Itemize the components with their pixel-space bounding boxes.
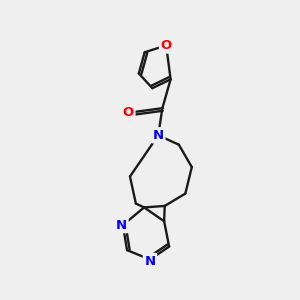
Text: N: N [153,129,164,142]
Text: O: O [160,39,172,52]
Text: N: N [116,219,127,232]
Text: N: N [144,254,156,268]
Text: O: O [123,106,134,119]
